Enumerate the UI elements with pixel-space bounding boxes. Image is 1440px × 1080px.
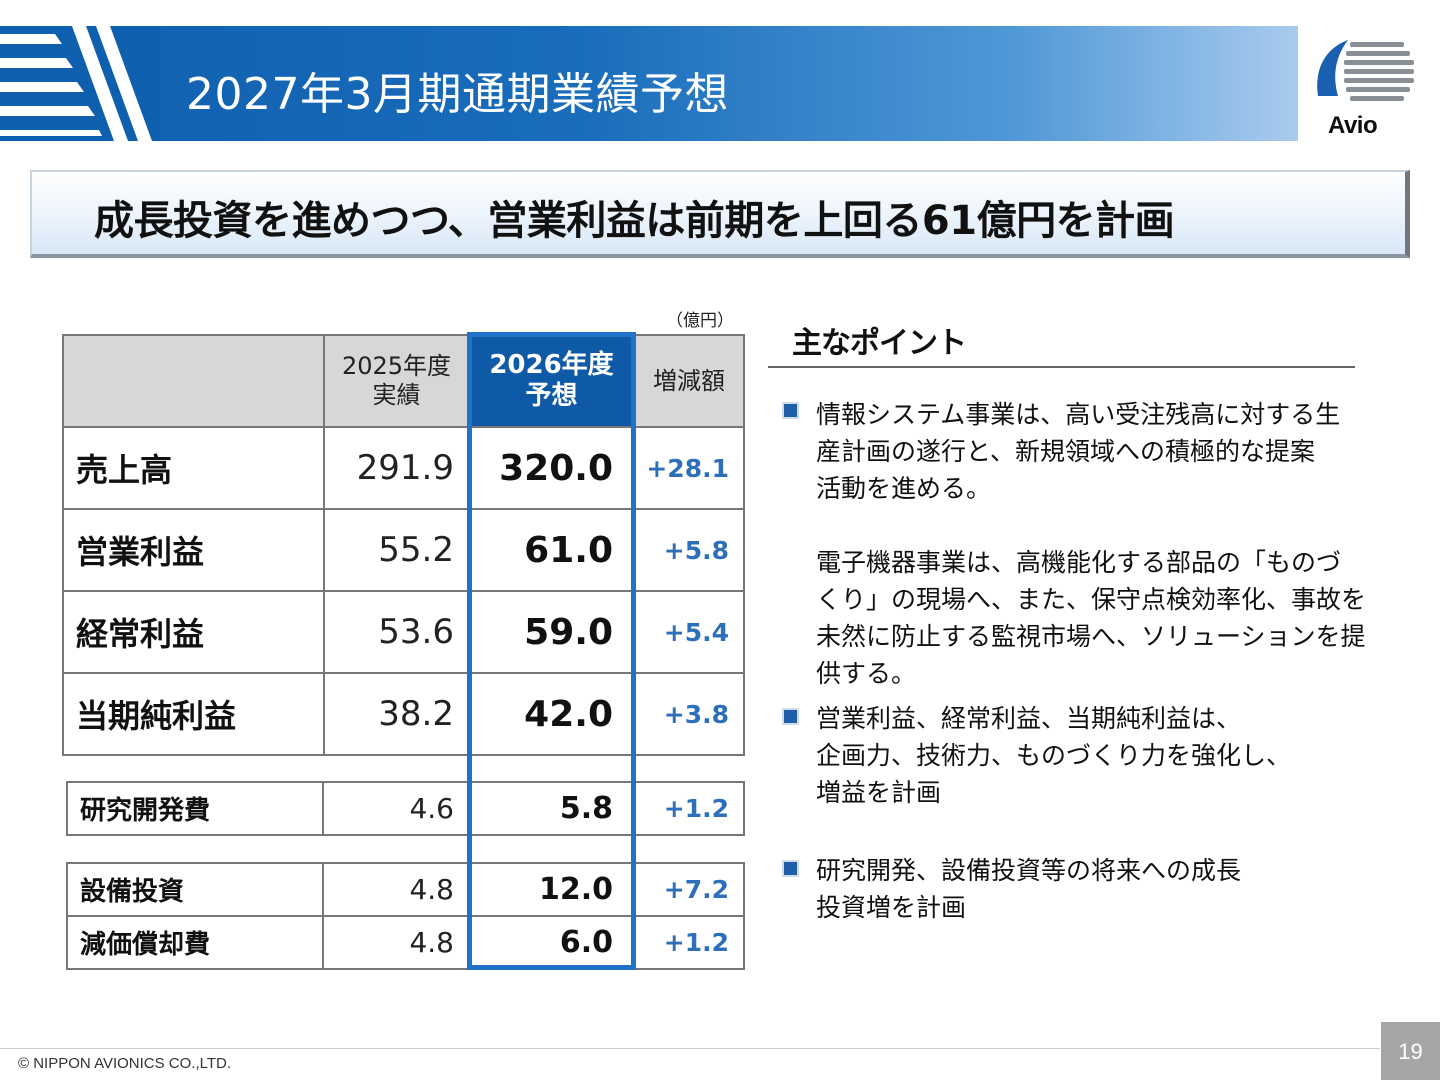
unit-note: （億円） xyxy=(666,311,734,331)
point-item: 研究開発、設備投資等の将来への成長 投資増を計画 xyxy=(816,856,1242,922)
forecast-value: 59.0 xyxy=(468,590,635,674)
bullet-square-icon xyxy=(782,402,799,419)
forecast-value: 6.0 xyxy=(468,915,635,970)
bullet-square-icon xyxy=(782,708,799,725)
table-row: 経常利益 53.6 59.0 +5.4 xyxy=(62,590,745,674)
copyright: © NIPPON AVIONICS CO.,LTD. xyxy=(18,1055,232,1072)
header-diff: 増減額 xyxy=(633,334,745,428)
diff-value: +1.2 xyxy=(633,915,745,970)
title-bar xyxy=(0,26,1298,141)
prev-value: 55.2 xyxy=(323,508,470,592)
avio-logo xyxy=(1308,34,1418,140)
headline-box xyxy=(30,170,1410,258)
row-label: 設備投資 xyxy=(66,862,324,917)
prev-value: 4.8 xyxy=(322,862,470,917)
footer-divider xyxy=(0,1048,1380,1049)
page-number: 19 xyxy=(1381,1022,1440,1080)
prev-value: 291.9 xyxy=(323,426,470,510)
table-row: 営業利益 55.2 61.0 +5.8 xyxy=(62,508,745,592)
headline: 成長投資を進めつつ、営業利益は前期を上回る61億円を計画 xyxy=(94,198,1175,244)
points-title: 主なポイント xyxy=(792,326,967,361)
logo-text: Avio xyxy=(1328,112,1378,139)
header-prev-year: 2025年度 実績 xyxy=(323,334,470,428)
row-label: 営業利益 xyxy=(62,508,325,592)
row-label: 当期純利益 xyxy=(62,672,325,756)
diff-value: +7.2 xyxy=(633,862,745,917)
row-label: 経常利益 xyxy=(62,590,325,674)
row-label: 減価償却費 xyxy=(66,915,324,970)
forecast-value: 61.0 xyxy=(468,508,635,592)
header-blank-cell xyxy=(62,334,325,428)
diff-value: +3.8 xyxy=(633,672,745,756)
header-forecast-year: 2026年度 予想 xyxy=(468,334,635,428)
diff-value: +5.8 xyxy=(633,508,745,592)
table-row: 減価償却費 4.8 6.0 +1.2 xyxy=(66,915,745,970)
bullet-square-icon xyxy=(782,860,799,877)
diff-value: +5.4 xyxy=(633,590,745,674)
diff-value: +28.1 xyxy=(633,426,745,510)
row-label: 売上高 xyxy=(62,426,325,510)
table-row: 当期純利益 38.2 42.0 +3.8 xyxy=(62,672,745,756)
forecast-value: 320.0 xyxy=(468,426,635,510)
prev-value: 4.6 xyxy=(322,781,470,836)
prev-value: 53.6 xyxy=(323,590,470,674)
forecast-value: 5.8 xyxy=(468,781,635,836)
diff-value: +1.2 xyxy=(633,781,745,836)
table-header-row: 2025年度 実績 2026年度 予想 増減額 xyxy=(62,334,745,428)
table-row: 設備投資 4.8 12.0 +7.2 xyxy=(66,862,745,917)
point-item: 情報システム事業は、高い受注残高に対する生 産計画の遂行と、新規領域への積極的な… xyxy=(816,400,1367,688)
row-label: 研究開発費 xyxy=(66,781,324,836)
forecast-value: 42.0 xyxy=(468,672,635,756)
table-row: 研究開発費 4.6 5.8 +1.2 xyxy=(66,781,745,836)
header-stripes-decoration xyxy=(0,26,160,141)
capex-table: 設備投資 4.8 12.0 +7.2 減価償却費 4.8 6.0 +1.2 xyxy=(66,862,745,970)
rd-table: 研究開発費 4.6 5.8 +1.2 xyxy=(66,781,745,836)
points-divider xyxy=(768,366,1355,368)
page-title: 2027年3月期通期業績予想 xyxy=(186,69,729,120)
forecast-value: 12.0 xyxy=(468,862,635,917)
prev-value: 38.2 xyxy=(323,672,470,756)
table-row: 売上高 291.9 320.0 +28.1 xyxy=(62,426,745,510)
forecast-table: 2025年度 実績 2026年度 予想 増減額 売上高 291.9 320.0 … xyxy=(62,334,745,756)
point-item: 営業利益、経常利益、当期純利益は、 企画力、技術力、ものづくり力を強化し、 増益… xyxy=(816,704,1292,807)
prev-value: 4.8 xyxy=(322,915,470,970)
